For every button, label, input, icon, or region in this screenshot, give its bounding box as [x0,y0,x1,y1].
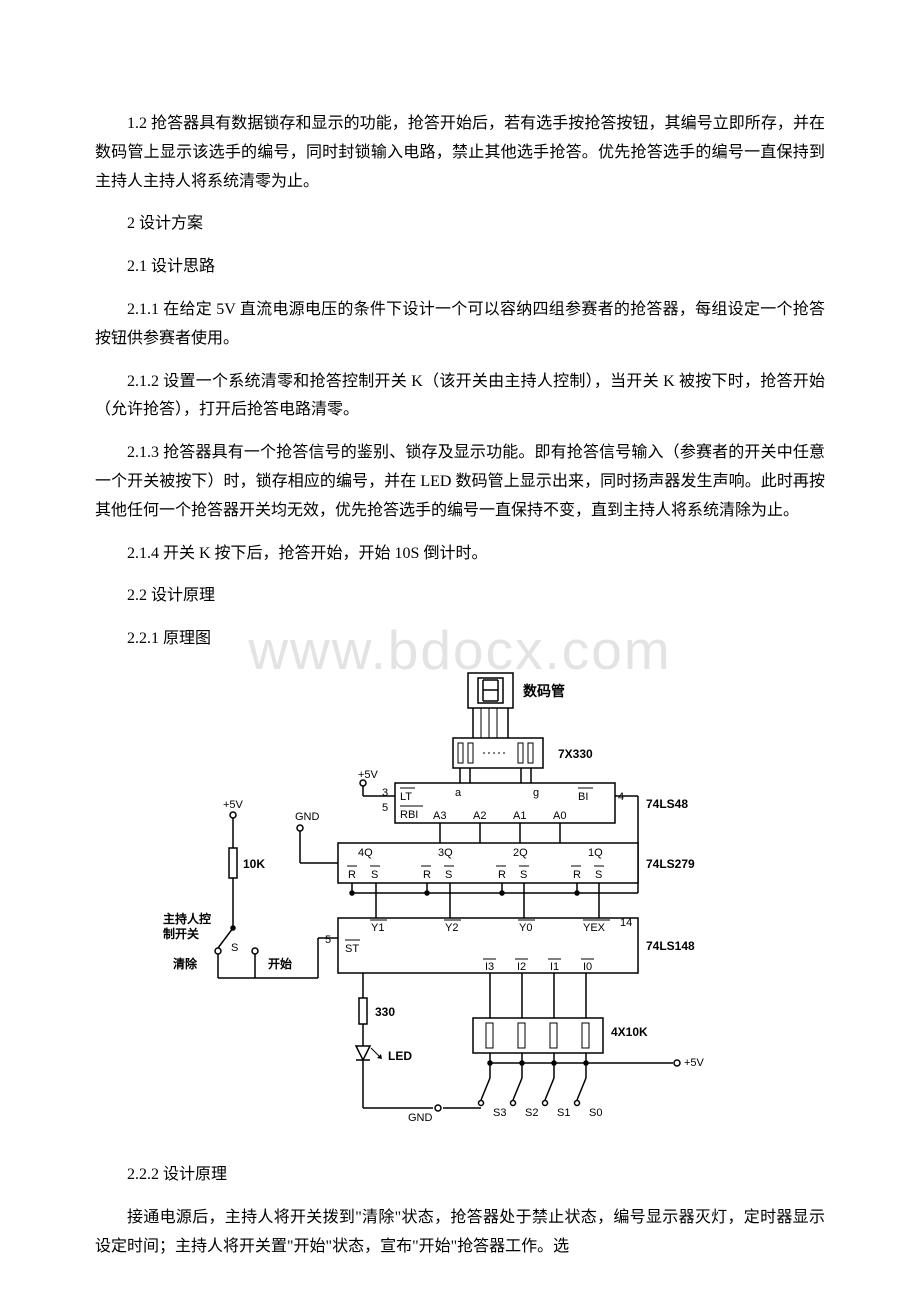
svg-text:3Q: 3Q [438,847,453,859]
paragraph-2-1-3: 2.1.3 抢答器具有一个抢答信号的鉴别、锁存及显示功能。即有抢答信号输入（参赛… [95,439,825,525]
svg-text:S3: S3 [493,1107,506,1119]
svg-text:I3: I3 [485,961,494,973]
paragraph-2-1-1: 2.1.1 在给定 5V 直流电源电压的条件下设计一个可以容纳四组参赛者的抢答器… [95,296,825,354]
svg-text:BI: BI [578,791,588,803]
svg-text:S2: S2 [525,1107,538,1119]
svg-text:Y2: Y2 [445,922,458,934]
svg-text:GND: GND [295,811,320,823]
svg-text:主持人控: 主持人控 [163,911,211,926]
svg-text:R: R [423,869,431,881]
svg-text:3: 3 [382,787,388,799]
svg-text:74LS279: 74LS279 [646,857,695,871]
svg-text:LT: LT [400,791,412,803]
section-2-2-2: 2.2.2 设计原理 [95,1161,825,1190]
svg-text:I1: I1 [550,961,559,973]
svg-text:Y1: Y1 [371,922,384,934]
svg-text:R: R [573,869,581,881]
svg-text:清除: 清除 [173,956,198,971]
svg-text:14: 14 [620,917,632,929]
svg-text:开始: 开始 [268,956,292,971]
svg-text:LED: LED [388,1049,412,1063]
svg-text:2Q: 2Q [513,847,528,859]
section-2: 2 设计方案 [95,210,825,239]
svg-text:制开关: 制开关 [163,926,199,941]
svg-text:1Q: 1Q [588,847,603,859]
svg-text:S: S [445,869,452,881]
svg-text:330: 330 [375,1005,395,1019]
circuit-diagram: 数码管 7X330 +5V 3 5 LT RBI a g A3 A2 A1 [163,668,758,1143]
svg-text:R: R [348,869,356,881]
svg-text:10K: 10K [243,857,265,871]
paragraph-2-1-4: 2.1.4 开关 K 按下后，抢答开始，开始 10S 倒计时。 [95,540,825,569]
svg-text:5: 5 [325,934,331,946]
svg-text:g: g [533,787,539,799]
section-2-2: 2.2 设计原理 [95,582,825,611]
svg-text:A3: A3 [433,810,446,822]
svg-text:4Q: 4Q [358,847,373,859]
paragraph-1-2: 1.2 抢答器具有数据锁存和显示的功能，抢答开始后，若有选手按抢答按钮，其编号立… [95,110,825,196]
svg-text:ST: ST [345,943,359,955]
svg-text:S: S [371,869,378,881]
svg-text:74LS148: 74LS148 [646,939,695,953]
svg-text:S: S [231,942,238,954]
svg-text:Y0: Y0 [519,922,532,934]
svg-text:R: R [498,869,506,881]
svg-text:S0: S0 [589,1107,602,1119]
svg-text:74LS48: 74LS48 [646,797,688,811]
svg-text:S: S [595,869,602,881]
svg-text:S: S [520,869,527,881]
svg-text:4: 4 [618,791,624,803]
svg-text:RBI: RBI [400,809,418,821]
paragraph-2-2-2-body: 接通电源后，主持人将开关拨到"清除"状态，抢答器处于禁止状态，编号显示器灭灯，定… [95,1204,825,1262]
svg-text:A0: A0 [553,810,566,822]
svg-text:S1: S1 [557,1107,570,1119]
svg-text:I0: I0 [583,961,592,973]
svg-text:GND: GND [408,1112,433,1124]
svg-text:4X10K: 4X10K [611,1025,648,1039]
svg-text:数码管: 数码管 [523,683,565,700]
section-2-1: 2.1 设计思路 [95,253,825,282]
svg-text:YEX: YEX [583,922,606,934]
svg-text:I2: I2 [517,961,526,973]
svg-text:A1: A1 [513,810,526,822]
svg-text:7X330: 7X330 [558,747,593,761]
svg-text:A2: A2 [473,810,486,822]
paragraph-2-1-2: 2.1.2 设置一个系统清零和抢答控制开关 K（该开关由主持人控制），当开关 K… [95,368,825,426]
svg-text:a: a [455,787,462,799]
svg-text:+5V: +5V [684,1057,705,1069]
svg-text:5: 5 [382,802,388,814]
svg-text:+5V: +5V [223,799,244,811]
svg-text:+5V: +5V [358,769,379,781]
